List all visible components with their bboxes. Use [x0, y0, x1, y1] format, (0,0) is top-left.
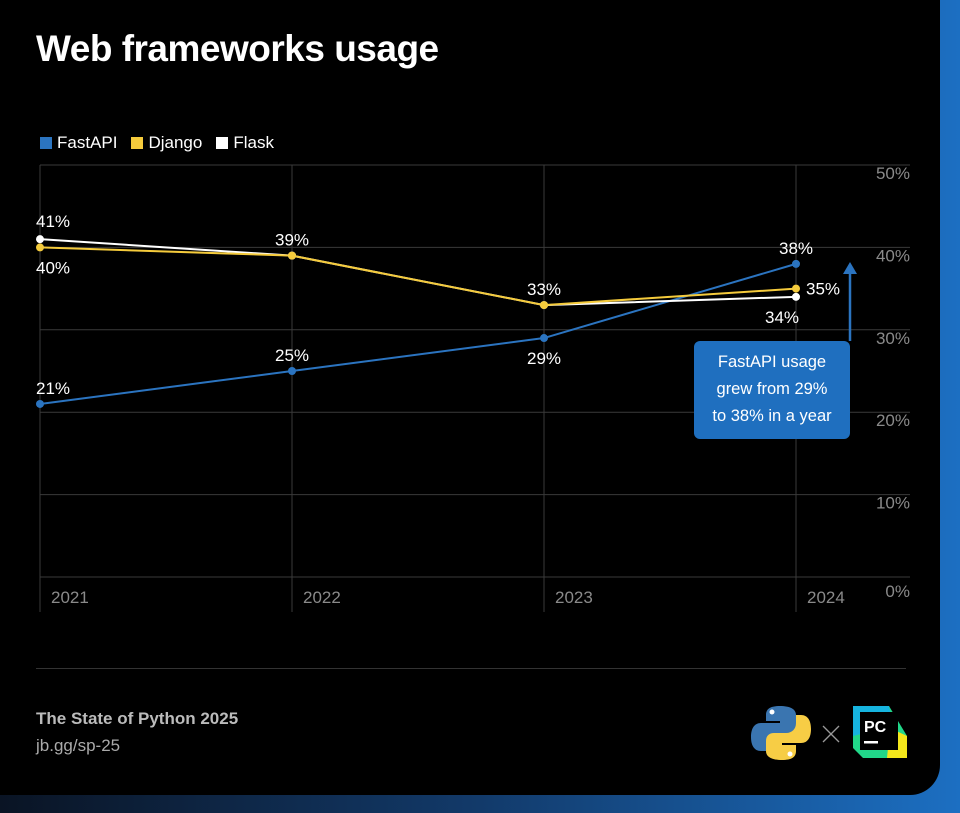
- data-label: 40%: [36, 258, 70, 277]
- data-label: 21%: [36, 379, 70, 398]
- legend: FastAPI Django Flask: [40, 133, 274, 153]
- x-tick-label: 2022: [303, 588, 341, 607]
- legend-swatch: [40, 137, 52, 149]
- data-point-flask: [36, 235, 44, 244]
- data-label: 39%: [275, 231, 309, 250]
- data-point-django: [540, 301, 548, 310]
- x-tick-label: 2024: [807, 588, 845, 607]
- data-point-fastapi: [792, 259, 800, 268]
- annotation-arrowhead: [843, 262, 857, 274]
- data-point-flask: [792, 292, 800, 301]
- times-icon: [822, 725, 840, 743]
- data-label: 35%: [806, 280, 840, 299]
- data-point-fastapi: [36, 399, 44, 408]
- data-point-django: [792, 284, 800, 293]
- series-line-django: [39, 246, 797, 307]
- data-label: 41%: [36, 212, 70, 231]
- annotation-callout: FastAPI usage grew from 29% to 38% in a …: [694, 341, 850, 439]
- legend-item-django: Django: [131, 133, 202, 153]
- y-tick-label: 40%: [876, 246, 910, 265]
- legend-item-fastapi: FastAPI: [40, 133, 117, 153]
- data-label: 34%: [765, 308, 799, 327]
- chart: 0% 10% 20% 30% 40% 50% 2021 2022 2023 2024 21% 25% 2…: [36, 164, 910, 612]
- callout-line: to 38% in a year: [712, 407, 832, 425]
- data-label: 29%: [527, 349, 561, 368]
- legend-item-flask: Flask: [216, 133, 274, 153]
- footer-source: The State of Python 2025: [36, 709, 239, 728]
- divider: [36, 668, 906, 669]
- legend-swatch: [216, 137, 229, 149]
- x-tick-label: 2021: [51, 588, 89, 607]
- y-tick-label: 30%: [876, 329, 910, 348]
- data-point-django: [288, 251, 296, 260]
- footer-link[interactable]: jb.gg/sp-25: [36, 736, 121, 755]
- logos: PC: [751, 706, 907, 760]
- series-line-fastapi: [39, 262, 797, 405]
- y-tick-label: 10%: [876, 494, 910, 513]
- legend-label: FastAPI: [57, 133, 118, 152]
- legend-label: Django: [148, 133, 203, 152]
- callout-line: grew from 29%: [716, 380, 828, 398]
- y-tick-label: 20%: [876, 411, 910, 430]
- card: Web frameworks usage FastAPI Django Flas…: [0, 0, 940, 795]
- legend-label: Flask: [233, 133, 274, 152]
- data-label: 33%: [527, 280, 561, 299]
- data-point-fastapi: [540, 334, 548, 343]
- x-tick-label: 2023: [555, 588, 593, 607]
- pycharm-logo-icon: PC: [853, 706, 907, 758]
- data-point-fastapi: [288, 367, 296, 375]
- data-label: 25%: [275, 346, 309, 365]
- page-title: Web frameworks usage: [36, 28, 439, 69]
- python-logo-icon: [751, 706, 811, 760]
- legend-swatch: [131, 137, 144, 149]
- y-tick-label: 50%: [876, 164, 910, 183]
- data-point-django: [36, 243, 44, 252]
- svg-text:PC: PC: [864, 719, 887, 736]
- data-label: 38%: [779, 239, 813, 258]
- callout-line: FastAPI usage: [717, 353, 827, 371]
- y-tick-label: 0%: [885, 582, 910, 601]
